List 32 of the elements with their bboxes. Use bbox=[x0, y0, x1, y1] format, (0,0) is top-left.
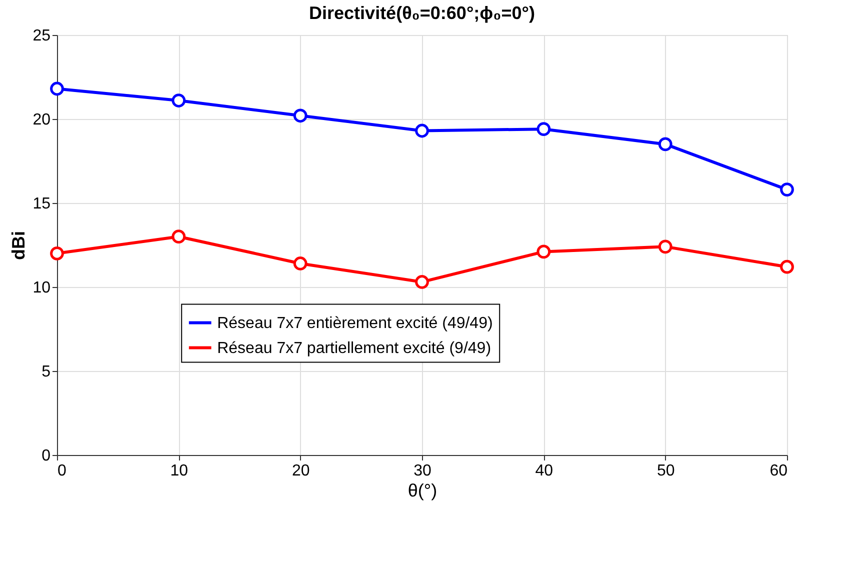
y-tick-label: 20 bbox=[32, 112, 51, 128]
x-tick-label: 10 bbox=[170, 462, 188, 480]
point bbox=[172, 230, 186, 244]
point bbox=[658, 240, 672, 254]
x-tick-label: 20 bbox=[292, 462, 310, 480]
x-tick-label: 60 bbox=[770, 462, 788, 480]
x-tick-label: 0 bbox=[58, 462, 66, 480]
legend-label: Réseau 7x7 partiellement excité (9/49) bbox=[217, 340, 492, 357]
point bbox=[50, 82, 64, 96]
point bbox=[415, 275, 429, 289]
y-axis-title: dBi bbox=[8, 231, 29, 260]
point bbox=[780, 182, 794, 196]
y-tick-label: 15 bbox=[32, 196, 51, 212]
y-tick-label: 5 bbox=[42, 364, 51, 380]
x-tick-label: 50 bbox=[656, 462, 675, 480]
legend-label: Réseau 7x7 entièrement excité (49/49) bbox=[217, 314, 493, 332]
x-axis-title: θ(°) bbox=[408, 480, 438, 500]
x-tick-label: 30 bbox=[414, 462, 432, 480]
y-tick-label: 10 bbox=[32, 280, 51, 296]
point bbox=[658, 137, 672, 152]
y-tick-label: 25 bbox=[32, 28, 51, 44]
point bbox=[536, 244, 551, 259]
x-tick-label: 40 bbox=[535, 462, 554, 480]
point bbox=[50, 246, 64, 260]
point bbox=[172, 94, 186, 108]
y-tick-label: 0 bbox=[42, 448, 51, 464]
point bbox=[415, 124, 429, 138]
point bbox=[293, 256, 308, 270]
point bbox=[536, 122, 551, 136]
point bbox=[780, 260, 794, 274]
chart-title: Directivité(θ₀=0:60°;ϕ₀=0°) bbox=[309, 3, 535, 23]
point bbox=[293, 108, 308, 123]
